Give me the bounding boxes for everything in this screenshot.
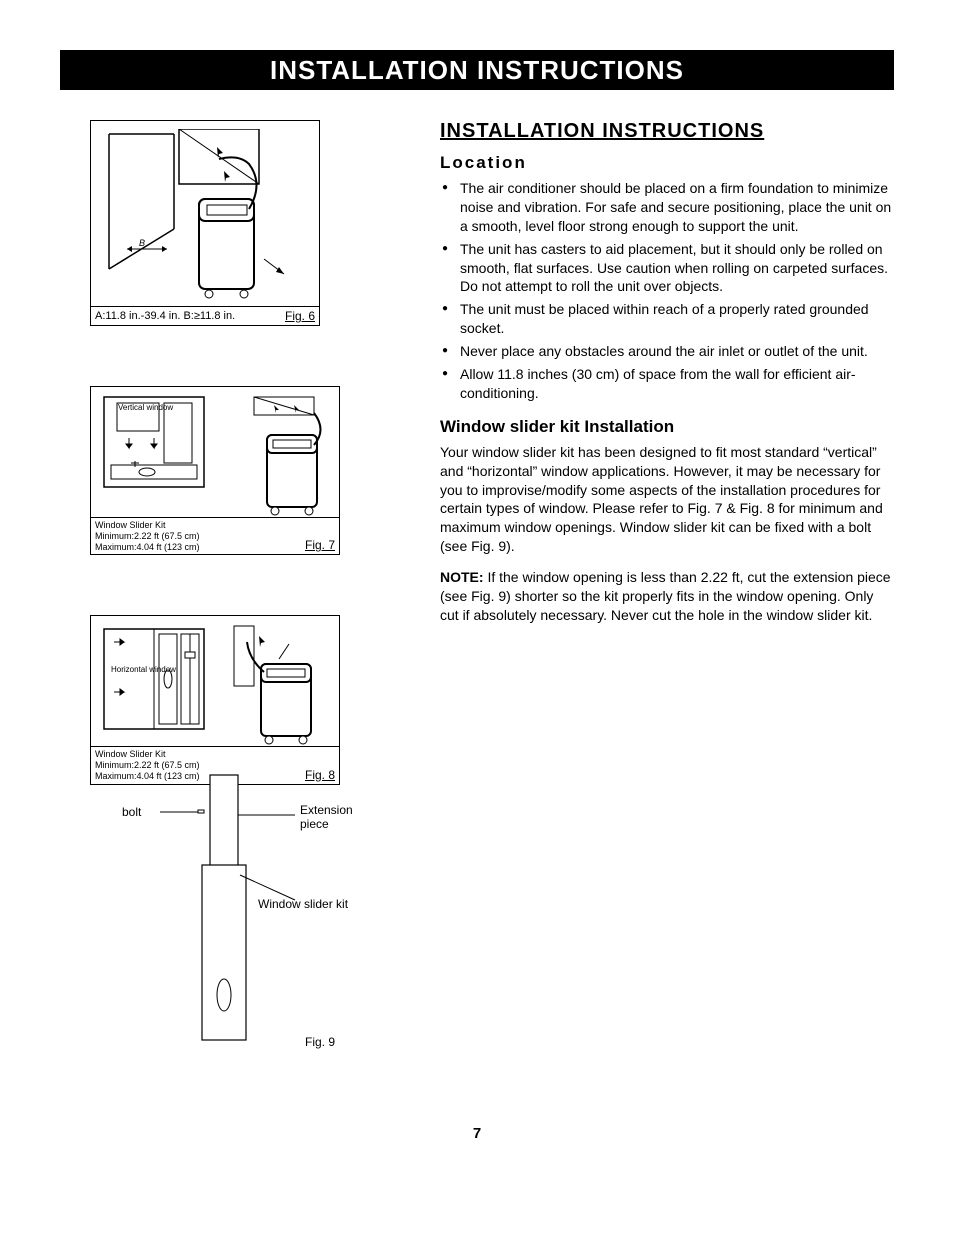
location-heading: Location [440, 153, 894, 173]
fig7-window-type: Vertical window [118, 404, 173, 413]
svg-text:B: B [139, 238, 145, 248]
note-body: If the window opening is less than 2.22 … [440, 569, 891, 623]
fig6-caption: A:11.8 in.-39.4 in. B:≥11.8 in. [95, 310, 235, 322]
location-bullets: The air conditioner should be placed on … [440, 179, 894, 403]
page: INSTALLATION INSTRUCTIONS [0, 0, 954, 1182]
window-kit-body: Your window slider kit has been designed… [440, 443, 894, 556]
figure-9: bolt Extension piece Window slider kit F… [90, 765, 390, 1055]
fig7-kit-info: Window Slider Kit Minimum:2.22 ft (67.5 … [95, 520, 200, 552]
fig9-extension-label: Extension piece [300, 803, 370, 831]
bullet-item: Allow 11.8 inches (30 cm) of space from … [440, 365, 894, 403]
window-kit-heading: Window slider kit Installation [440, 417, 894, 437]
header-bar: INSTALLATION INSTRUCTIONS [60, 50, 894, 90]
text-column: INSTALLATION INSTRUCTIONS Location The a… [440, 120, 894, 1075]
page-number: 7 [60, 1125, 894, 1142]
fig8-unit-diagram [219, 624, 329, 749]
content-columns: B A:11.8 in.-39.4 in. B:≥11.8 in. Fig. 6 [60, 120, 894, 1075]
header-title: INSTALLATION INSTRUCTIONS [270, 55, 684, 86]
fig7-label: Fig. 7 [305, 538, 335, 552]
fig9-label: Fig. 9 [305, 1035, 335, 1049]
fig6-label: Fig. 6 [285, 309, 315, 323]
fig9-bolt-label: bolt [122, 805, 141, 819]
section-heading: INSTALLATION INSTRUCTIONS [440, 120, 894, 143]
fig7-unit-diagram [219, 395, 329, 520]
figures-column: B A:11.8 in.-39.4 in. B:≥11.8 in. Fig. 6 [60, 120, 390, 1075]
figure-6: B A:11.8 in.-39.4 in. B:≥11.8 in. Fig. 6 [90, 120, 320, 326]
fig8-window-type: Horizontal window [111, 666, 176, 675]
fig8-window-diagram [99, 624, 209, 734]
figure-7: Vertical window [90, 386, 340, 555]
bullet-item: The air conditioner should be placed on … [440, 179, 894, 236]
note-paragraph: NOTE: If the window opening is less than… [440, 568, 894, 625]
bullet-item: Never place any obstacles around the air… [440, 342, 894, 361]
fig9-slider-label: Window slider kit [258, 897, 348, 911]
bullet-item: The unit has casters to aid placement, b… [440, 240, 894, 297]
bullet-item: The unit must be placed within reach of … [440, 300, 894, 338]
fig6-diagram: B [99, 129, 313, 304]
figure-8: Horizontal window [90, 615, 340, 784]
note-label: NOTE: [440, 569, 484, 585]
